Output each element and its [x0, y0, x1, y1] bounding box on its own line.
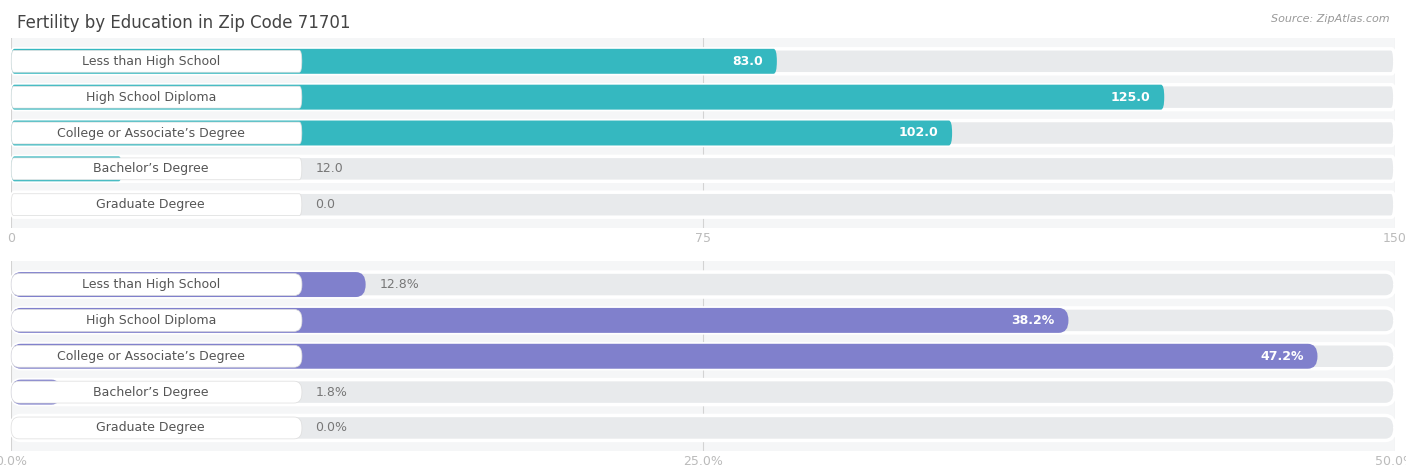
FancyBboxPatch shape — [11, 158, 302, 180]
FancyBboxPatch shape — [11, 121, 952, 145]
FancyBboxPatch shape — [11, 156, 122, 181]
Text: Less than High School: Less than High School — [82, 278, 219, 291]
Text: 38.2%: 38.2% — [1011, 314, 1054, 327]
FancyBboxPatch shape — [11, 50, 302, 72]
Text: Bachelor’s Degree: Bachelor’s Degree — [93, 162, 208, 175]
Text: 47.2%: 47.2% — [1260, 350, 1303, 363]
FancyBboxPatch shape — [11, 85, 1164, 110]
FancyBboxPatch shape — [11, 272, 366, 297]
Text: 0.0: 0.0 — [315, 198, 336, 211]
FancyBboxPatch shape — [11, 122, 302, 144]
Text: Less than High School: Less than High School — [82, 55, 219, 68]
FancyBboxPatch shape — [11, 380, 62, 405]
FancyBboxPatch shape — [11, 308, 1069, 333]
FancyBboxPatch shape — [11, 308, 1395, 333]
FancyBboxPatch shape — [11, 272, 1395, 297]
FancyBboxPatch shape — [11, 274, 302, 295]
Text: College or Associate’s Degree: College or Associate’s Degree — [56, 350, 245, 363]
Text: 125.0: 125.0 — [1111, 91, 1150, 104]
FancyBboxPatch shape — [11, 345, 302, 367]
Text: Graduate Degree: Graduate Degree — [97, 421, 205, 435]
FancyBboxPatch shape — [11, 416, 1395, 440]
FancyBboxPatch shape — [11, 121, 1395, 145]
FancyBboxPatch shape — [11, 49, 778, 74]
Text: 12.8%: 12.8% — [380, 278, 419, 291]
FancyBboxPatch shape — [11, 85, 1395, 110]
Text: Source: ZipAtlas.com: Source: ZipAtlas.com — [1271, 14, 1389, 24]
Text: Graduate Degree: Graduate Degree — [97, 198, 205, 211]
Text: High School Diploma: High School Diploma — [86, 314, 217, 327]
Text: 1.8%: 1.8% — [315, 386, 347, 399]
FancyBboxPatch shape — [11, 310, 302, 332]
FancyBboxPatch shape — [11, 194, 302, 216]
FancyBboxPatch shape — [11, 381, 302, 403]
FancyBboxPatch shape — [11, 380, 1395, 405]
Text: 83.0: 83.0 — [733, 55, 763, 68]
Text: 102.0: 102.0 — [898, 126, 938, 140]
FancyBboxPatch shape — [11, 86, 302, 108]
Text: Bachelor’s Degree: Bachelor’s Degree — [93, 386, 208, 399]
Text: Fertility by Education in Zip Code 71701: Fertility by Education in Zip Code 71701 — [17, 14, 350, 32]
FancyBboxPatch shape — [11, 417, 302, 439]
Text: 12.0: 12.0 — [315, 162, 343, 175]
Text: College or Associate’s Degree: College or Associate’s Degree — [56, 126, 245, 140]
FancyBboxPatch shape — [11, 344, 1317, 369]
FancyBboxPatch shape — [11, 49, 1395, 74]
FancyBboxPatch shape — [11, 192, 1395, 217]
Text: 0.0%: 0.0% — [315, 421, 347, 435]
FancyBboxPatch shape — [11, 344, 1395, 369]
Text: High School Diploma: High School Diploma — [86, 91, 217, 104]
FancyBboxPatch shape — [11, 156, 1395, 181]
